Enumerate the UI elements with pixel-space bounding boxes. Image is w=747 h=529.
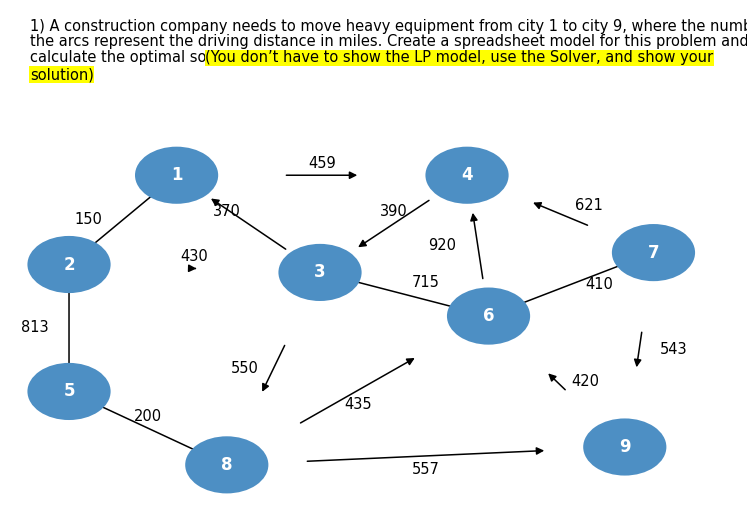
Text: 1: 1 xyxy=(171,166,182,184)
Ellipse shape xyxy=(447,288,530,345)
Ellipse shape xyxy=(28,236,111,293)
Text: 420: 420 xyxy=(571,374,599,389)
Text: 200: 200 xyxy=(134,409,162,424)
Text: 543: 543 xyxy=(660,342,687,357)
Ellipse shape xyxy=(583,418,666,476)
Text: 8: 8 xyxy=(221,456,232,474)
Ellipse shape xyxy=(185,436,268,494)
Text: 4: 4 xyxy=(461,166,473,184)
Ellipse shape xyxy=(612,224,695,281)
Text: 150: 150 xyxy=(75,212,102,227)
Text: 6: 6 xyxy=(483,307,495,325)
Text: 557: 557 xyxy=(412,462,440,477)
Text: 7: 7 xyxy=(648,243,660,262)
Text: 370: 370 xyxy=(213,204,241,220)
Text: 5: 5 xyxy=(63,382,75,400)
Ellipse shape xyxy=(279,244,362,301)
Text: 390: 390 xyxy=(379,204,407,220)
Text: 550: 550 xyxy=(231,361,258,376)
Text: calculate the optimal solution.: calculate the optimal solution. xyxy=(30,50,257,65)
Ellipse shape xyxy=(426,147,509,204)
Text: 1) A construction company needs to move heavy equipment from city 1 to city 9, w: 1) A construction company needs to move … xyxy=(30,19,747,33)
Text: the arcs represent the driving distance in miles. Create a spreadsheet model for: the arcs represent the driving distance … xyxy=(30,34,747,49)
Text: 813: 813 xyxy=(21,321,49,335)
Text: 430: 430 xyxy=(181,249,208,264)
Text: 3: 3 xyxy=(314,263,326,281)
Text: 2: 2 xyxy=(63,256,75,273)
Text: 621: 621 xyxy=(575,198,603,214)
Text: 459: 459 xyxy=(308,156,335,171)
Text: 435: 435 xyxy=(344,397,371,412)
Text: solution): solution) xyxy=(30,67,94,82)
Ellipse shape xyxy=(135,147,218,204)
Ellipse shape xyxy=(28,363,111,420)
Text: 410: 410 xyxy=(586,277,613,292)
Text: 920: 920 xyxy=(428,238,456,253)
Text: 9: 9 xyxy=(619,438,630,456)
Text: 715: 715 xyxy=(412,275,440,290)
Text: (You don’t have to show the LP model, use the Solver, and show your: (You don’t have to show the LP model, us… xyxy=(205,50,713,65)
